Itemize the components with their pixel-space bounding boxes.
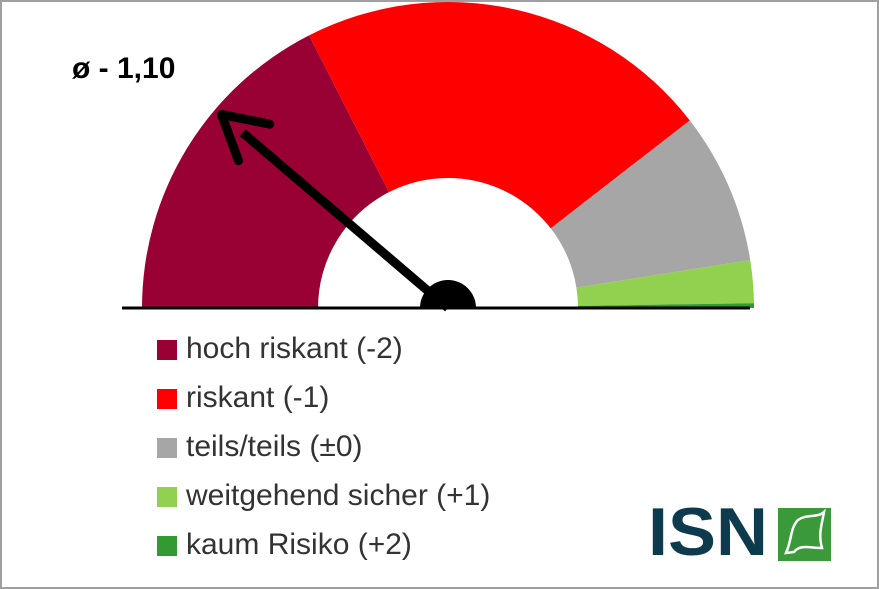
logo-icon	[778, 508, 831, 561]
legend-label: kaum Risiko (+2)	[186, 528, 412, 561]
legend-swatch	[157, 340, 177, 360]
legend-label: riskant (-1)	[186, 381, 329, 414]
gauge-segment	[550, 120, 751, 288]
needle	[216, 109, 451, 312]
needle-shaft	[239, 129, 451, 312]
needle-hub	[420, 280, 476, 308]
gauge	[122, 1, 754, 312]
legend-swatch	[157, 438, 177, 458]
logo-text: ISN	[648, 494, 768, 570]
legend-label: teils/teils (±0)	[186, 430, 363, 463]
needle-head	[216, 109, 275, 166]
gauge-segment	[576, 260, 754, 306]
legend-swatch	[157, 389, 177, 409]
legend-swatch	[157, 487, 177, 507]
legend: hoch riskant (-2) riskant (-1) teils/teils…	[157, 332, 490, 561]
gauge-segment	[142, 35, 389, 309]
gauge-segment	[309, 1, 690, 229]
legend-swatch	[157, 536, 177, 556]
average-label: ø - 1,10	[72, 52, 175, 85]
legend-label: hoch riskant (-2)	[186, 332, 403, 365]
legend-label: weitgehend sicher (+1)	[185, 479, 490, 512]
